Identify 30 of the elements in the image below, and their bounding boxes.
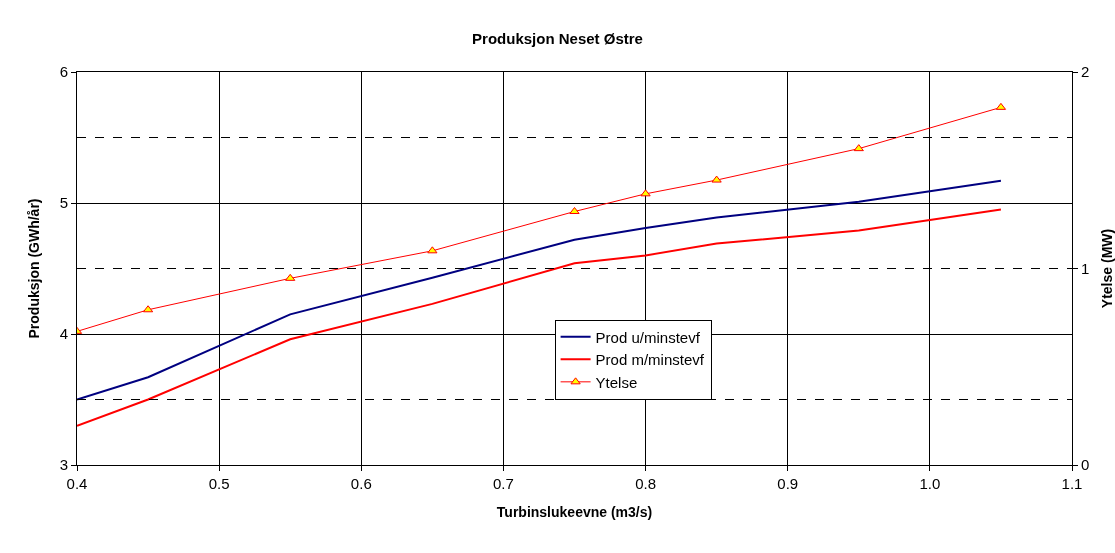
line-series [77,179,1002,401]
y2-tick-label: 1 [1081,259,1090,277]
point [427,246,438,254]
point [569,207,580,215]
point [285,273,296,281]
y2-axis-title: Ytelse (MW) [1099,228,1115,309]
y-axis-title: Produksjon (GWh/år) [26,198,42,339]
y-tick-label: 4 [59,325,68,343]
point [640,189,651,197]
x-tick-label: 0.6 [350,475,372,492]
point [853,144,864,152]
x-tick-label: 0.5 [208,475,230,492]
x-tick-label: 1.0 [919,475,941,492]
line-series [77,208,1002,427]
x-tick-label: 0.4 [66,475,88,492]
legend-label: Prod u/minstevf [595,328,701,346]
legend-label: Prod m/minstevf [595,351,705,369]
y-tick-label: 5 [59,194,68,212]
chart-title: Produksjon Neset Østre [472,29,643,47]
y-tick-label: 3 [59,456,68,474]
x-tick-label: 0.7 [493,475,514,492]
y2-tick-label: 0 [1081,456,1090,474]
x-axis-title: Turbinslukeevne (m3/s) [496,504,653,520]
x-tick-label: 1.1 [1061,475,1083,492]
x-tick-label: 0.8 [635,475,656,492]
point [711,175,722,183]
y2-tick-label: 2 [1081,63,1090,81]
x-tick-label: 0.9 [777,475,799,492]
legend-label: Ytelse [595,373,638,391]
y-tick-label: 6 [59,63,68,81]
